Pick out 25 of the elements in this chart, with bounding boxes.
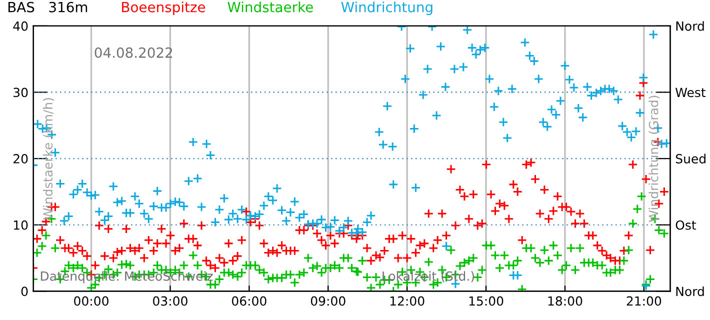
- category-label: Nord: [676, 286, 704, 296]
- y-tick-label: 30: [14, 88, 28, 98]
- category-label: Ost: [676, 220, 696, 230]
- y-tick-label: 20: [14, 154, 28, 164]
- annotation: 04.08.2022: [94, 47, 172, 58]
- x-tick-label: 00:00: [74, 296, 108, 306]
- text: Windstaerke: [228, 2, 313, 12]
- y-axis-title: Windstaerke (km/h): [42, 98, 54, 220]
- chart-title: BAS 316m: [8, 2, 88, 12]
- x-tick-label: 06:00: [232, 296, 266, 306]
- x-tick-label: 15:00: [469, 296, 504, 306]
- x-tick-label: 03:00: [153, 296, 188, 306]
- category-label: West: [676, 88, 706, 98]
- x-tick-label: 18:00: [548, 296, 582, 306]
- x-tick-label: 12:00: [390, 296, 424, 306]
- y-tick-label: 10: [14, 220, 28, 230]
- series-label: Windrichtung: [341, 2, 432, 16]
- category-label: Sued: [676, 154, 706, 164]
- category-label: Nord: [676, 21, 704, 31]
- y-tick-label: 40: [13, 21, 28, 31]
- y2-axis-title: Windrichtung (Grad): [648, 96, 661, 222]
- y-tick-label: 0: [21, 286, 28, 296]
- x-tick-label: 21:00: [626, 296, 662, 306]
- x-tick-label: 09:00: [310, 296, 346, 306]
- text: Boeenspitze: [122, 2, 206, 16]
